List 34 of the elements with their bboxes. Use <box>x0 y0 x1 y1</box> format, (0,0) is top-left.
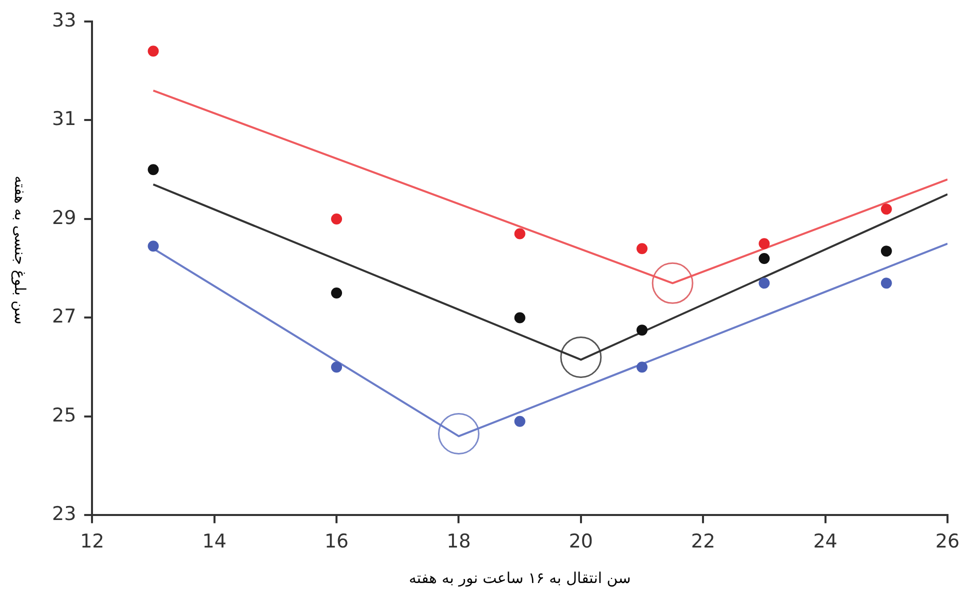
point <box>331 288 342 299</box>
point <box>331 213 342 224</box>
point <box>636 362 648 373</box>
x-tick-label: 20 <box>568 530 594 553</box>
point <box>331 362 342 373</box>
point <box>636 324 648 336</box>
point <box>636 243 648 254</box>
point <box>514 416 526 427</box>
point <box>514 228 526 240</box>
point <box>148 164 159 176</box>
x-tick-label: 16 <box>324 530 349 553</box>
point <box>758 252 770 264</box>
x-tick-label: 14 <box>202 530 226 553</box>
point <box>514 312 526 324</box>
y-tick-label: 31 <box>52 108 76 130</box>
point <box>758 238 770 250</box>
y-axis-title: سن بلوغ جنسی به هفته <box>11 176 29 324</box>
y-tick-label: 25 <box>52 404 76 426</box>
y-tick-label: 29 <box>52 206 76 229</box>
x-tick-label: 26 <box>935 530 960 553</box>
point <box>758 278 770 289</box>
point <box>880 204 892 215</box>
point <box>148 240 159 252</box>
y-tick-label: 27 <box>52 306 76 328</box>
point <box>880 246 892 257</box>
x-tick-label: 18 <box>446 530 471 553</box>
x-axis-title: سن انتقال به ۱۶ ساعت نور به هفته <box>408 568 631 587</box>
point <box>148 46 159 57</box>
y-tick-label: 23 <box>52 503 76 526</box>
point <box>880 278 892 289</box>
x-tick-label: 22 <box>691 530 716 553</box>
x-tick-label: 12 <box>80 530 104 553</box>
y-tick-label: 33 <box>52 9 76 32</box>
x-tick-label: 24 <box>813 530 838 553</box>
